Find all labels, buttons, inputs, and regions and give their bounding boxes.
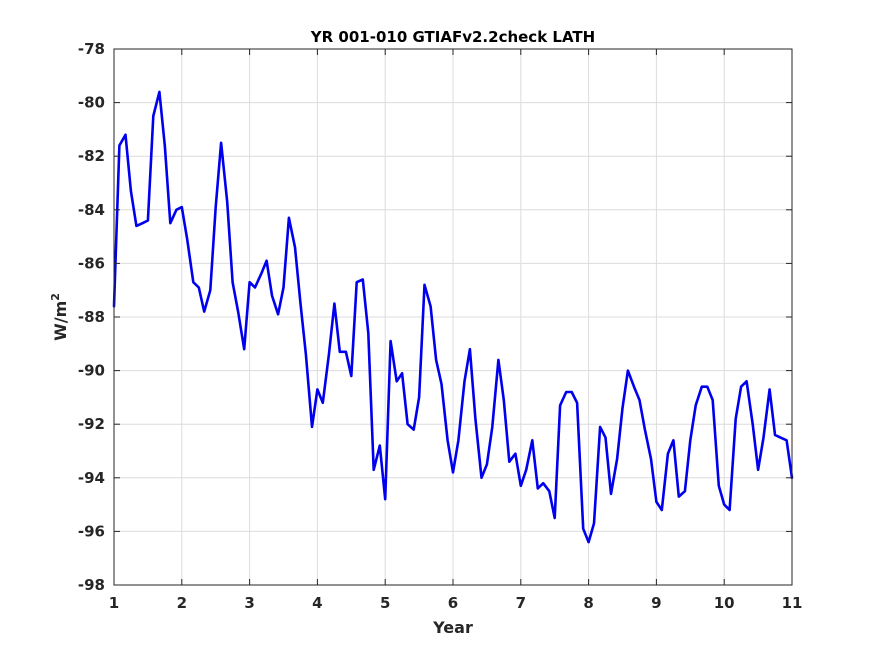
x-tick-label: 6 (448, 594, 458, 612)
x-tick-label: 1 (109, 594, 119, 612)
y-tick-label: -78 (78, 40, 105, 58)
tick-marks (113, 48, 793, 586)
y-tick-label: -98 (78, 576, 105, 594)
y-tick-label: -86 (78, 254, 105, 272)
x-tick-label: 7 (516, 594, 526, 612)
x-tick-label: 4 (312, 594, 322, 612)
chart-title: YR 001-010 GTIAFv2.2check LATH (310, 28, 595, 46)
y-tick-label: -84 (78, 201, 105, 219)
y-tick-label: -82 (78, 147, 105, 165)
x-tick-label: 3 (244, 594, 254, 612)
y-tick-label: -88 (78, 308, 105, 326)
y-tick-label: -94 (78, 469, 105, 487)
series-layer (112, 90, 794, 544)
y-tick-label: -96 (78, 522, 105, 540)
x-tick-label: 11 (782, 594, 803, 612)
x-tick-label: 9 (651, 594, 661, 612)
y-tick-labels: -98 -96 -94 -92 -90 -88 -86 -84 -82 -80 -78 (78, 40, 105, 594)
x-tick-label: 8 (583, 594, 593, 612)
y-axis-label: W/m2 (49, 293, 70, 341)
y-tick-label: -92 (78, 415, 105, 433)
y-tick-label: -90 (78, 362, 105, 380)
y-axis-label-superscript: 2 (49, 293, 62, 301)
x-tick-label: 2 (177, 594, 187, 612)
x-tick-label: 5 (380, 594, 390, 612)
x-axis-label: Year (432, 618, 473, 637)
x-tick-labels: 1 2 3 4 5 6 7 8 9 10 11 (109, 594, 803, 612)
plot-area (112, 48, 794, 586)
x-tick-label: 10 (714, 594, 735, 612)
y-axis-label-base: W/m (51, 301, 70, 341)
series-line (112, 90, 794, 544)
y-tick-label: -80 (78, 94, 105, 112)
